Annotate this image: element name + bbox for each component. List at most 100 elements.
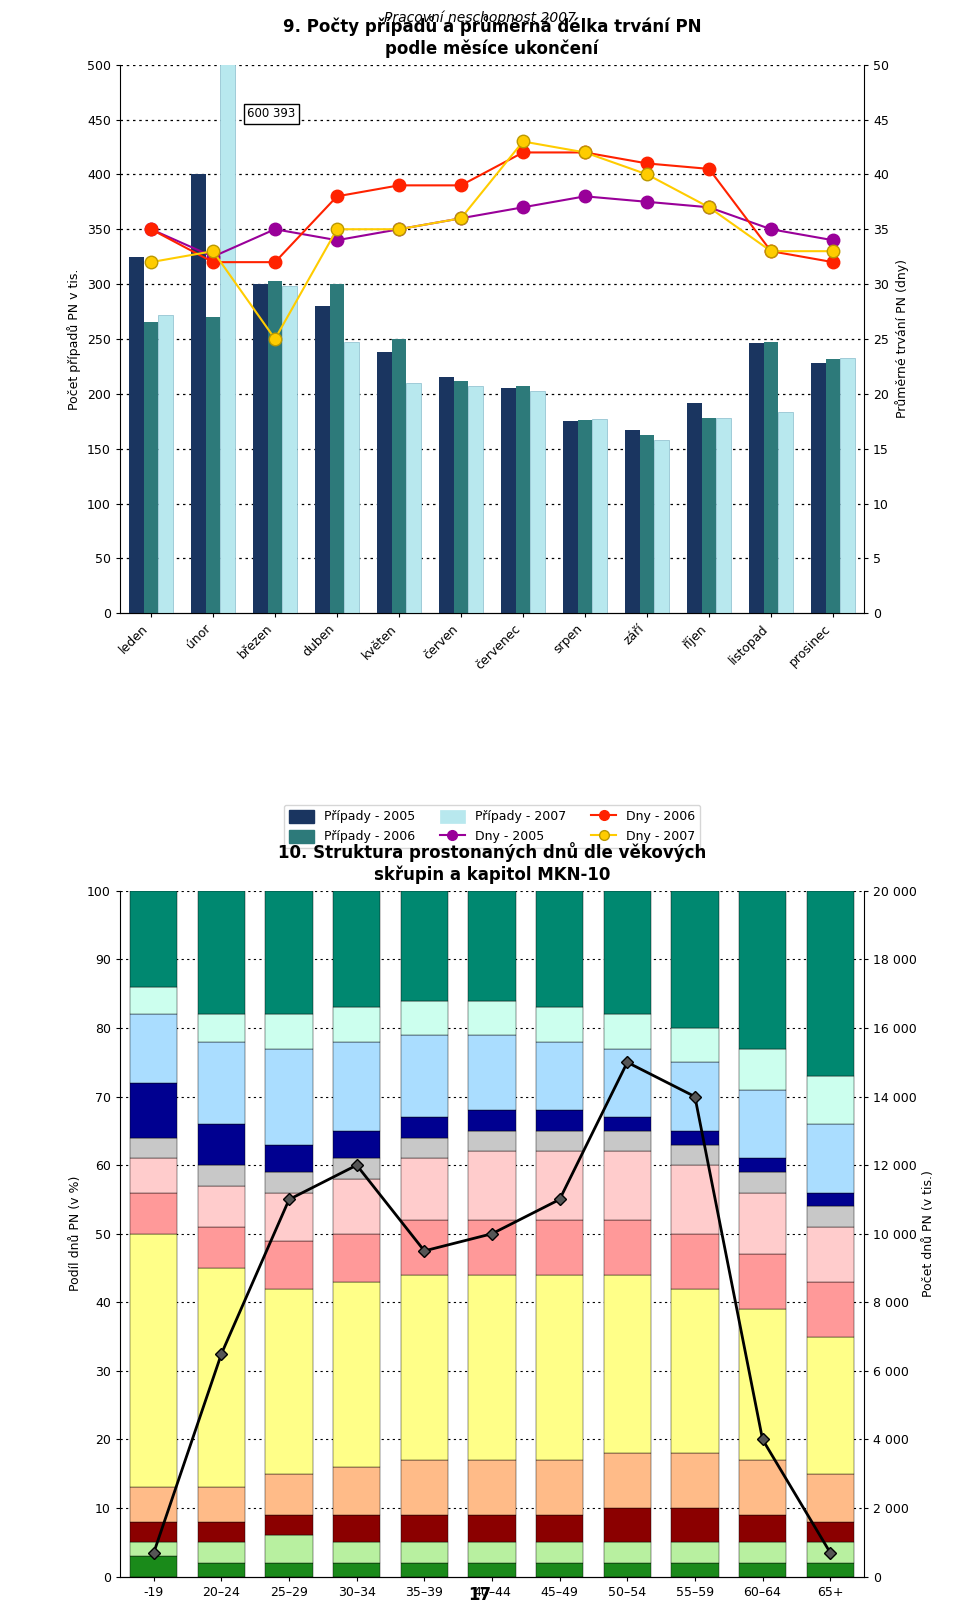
Bar (671, 1289, 719, 1454)
Bar (468, 1274, 516, 1460)
Bar (604, 1564, 651, 1577)
Bar (806, 891, 853, 1075)
Bar (333, 1564, 380, 1577)
Bar (198, 891, 245, 1014)
Bar (806, 1543, 853, 1564)
Bar (536, 1041, 584, 1111)
Bar (501, 388, 516, 613)
Bar (400, 1138, 448, 1158)
Bar (739, 891, 786, 1048)
Bar (205, 317, 221, 613)
Bar (536, 1515, 584, 1543)
Bar (282, 286, 298, 613)
Bar (400, 891, 448, 1001)
Bar (810, 364, 826, 613)
Bar (671, 1062, 719, 1130)
Bar (131, 1158, 178, 1193)
Bar (702, 417, 716, 613)
Bar (333, 1041, 380, 1130)
Bar (439, 377, 453, 613)
Bar (400, 1035, 448, 1117)
Bar (376, 353, 392, 613)
Bar (333, 1158, 380, 1179)
Bar (806, 1522, 853, 1543)
Bar (131, 1014, 178, 1083)
Bar (345, 343, 359, 613)
Bar (198, 1564, 245, 1577)
Bar (516, 386, 531, 613)
Bar (392, 340, 406, 613)
Bar (739, 1172, 786, 1193)
Bar (625, 430, 639, 613)
Bar (265, 1515, 313, 1536)
Bar (468, 1543, 516, 1564)
Bar (671, 1234, 719, 1289)
Bar (265, 1240, 313, 1289)
Bar (739, 1193, 786, 1255)
Bar (333, 1282, 380, 1467)
Bar (739, 1255, 786, 1310)
Bar (131, 1138, 178, 1158)
Bar (604, 1509, 651, 1543)
Bar (131, 1543, 178, 1556)
Bar (400, 1221, 448, 1274)
Bar (158, 315, 174, 613)
Legend: Případy - 2005, Případy - 2006, Případy - 2007, Dny - 2005, Dny - 2006, Dny - 20: Případy - 2005, Případy - 2006, Případy … (283, 805, 701, 849)
Bar (468, 1151, 516, 1221)
Bar (604, 1454, 651, 1509)
Bar (468, 1035, 516, 1111)
Bar (144, 322, 158, 613)
Bar (198, 1185, 245, 1227)
Bar (536, 1543, 584, 1564)
Bar (333, 1467, 380, 1515)
Bar (131, 1488, 178, 1522)
Bar (806, 1206, 853, 1227)
Bar (333, 1179, 380, 1234)
Bar (536, 1564, 584, 1577)
Bar (198, 1488, 245, 1522)
Bar (604, 1014, 651, 1048)
Bar (265, 1014, 313, 1048)
Bar (536, 1130, 584, 1151)
Bar (400, 1117, 448, 1138)
Bar (400, 1543, 448, 1564)
Bar (604, 1151, 651, 1221)
Bar (531, 391, 545, 613)
Bar (468, 1221, 516, 1274)
Bar (129, 257, 144, 613)
Bar (716, 417, 732, 613)
Bar (453, 380, 468, 613)
Bar (536, 1274, 584, 1460)
Bar (563, 420, 578, 613)
Bar (265, 1564, 313, 1577)
Bar (671, 1166, 719, 1234)
Bar (671, 1130, 719, 1145)
Bar (468, 1564, 516, 1577)
Bar (536, 1007, 584, 1041)
Bar (131, 986, 178, 1014)
Bar (333, 1007, 380, 1041)
Bar (406, 383, 421, 613)
Bar (604, 1274, 651, 1454)
Bar (131, 1083, 178, 1138)
Bar (265, 1172, 313, 1193)
Bar (604, 1543, 651, 1564)
Bar (779, 412, 793, 613)
Bar (198, 1227, 245, 1268)
Bar (739, 1515, 786, 1543)
Bar (468, 891, 516, 1001)
Bar (739, 1048, 786, 1090)
Y-axis label: Podíl dnů PN (v %): Podíl dnů PN (v %) (68, 1176, 82, 1292)
Bar (198, 1543, 245, 1564)
Bar (400, 1158, 448, 1221)
Bar (806, 1473, 853, 1522)
Bar (671, 1543, 719, 1564)
Bar (131, 891, 178, 986)
Bar (265, 1193, 313, 1240)
Bar (671, 1028, 719, 1062)
Bar (333, 891, 380, 1007)
Bar (739, 1543, 786, 1564)
Y-axis label: Počet případů PN v tis.: Počet případů PN v tis. (67, 268, 82, 409)
Bar (536, 891, 584, 1007)
Bar (686, 403, 702, 613)
